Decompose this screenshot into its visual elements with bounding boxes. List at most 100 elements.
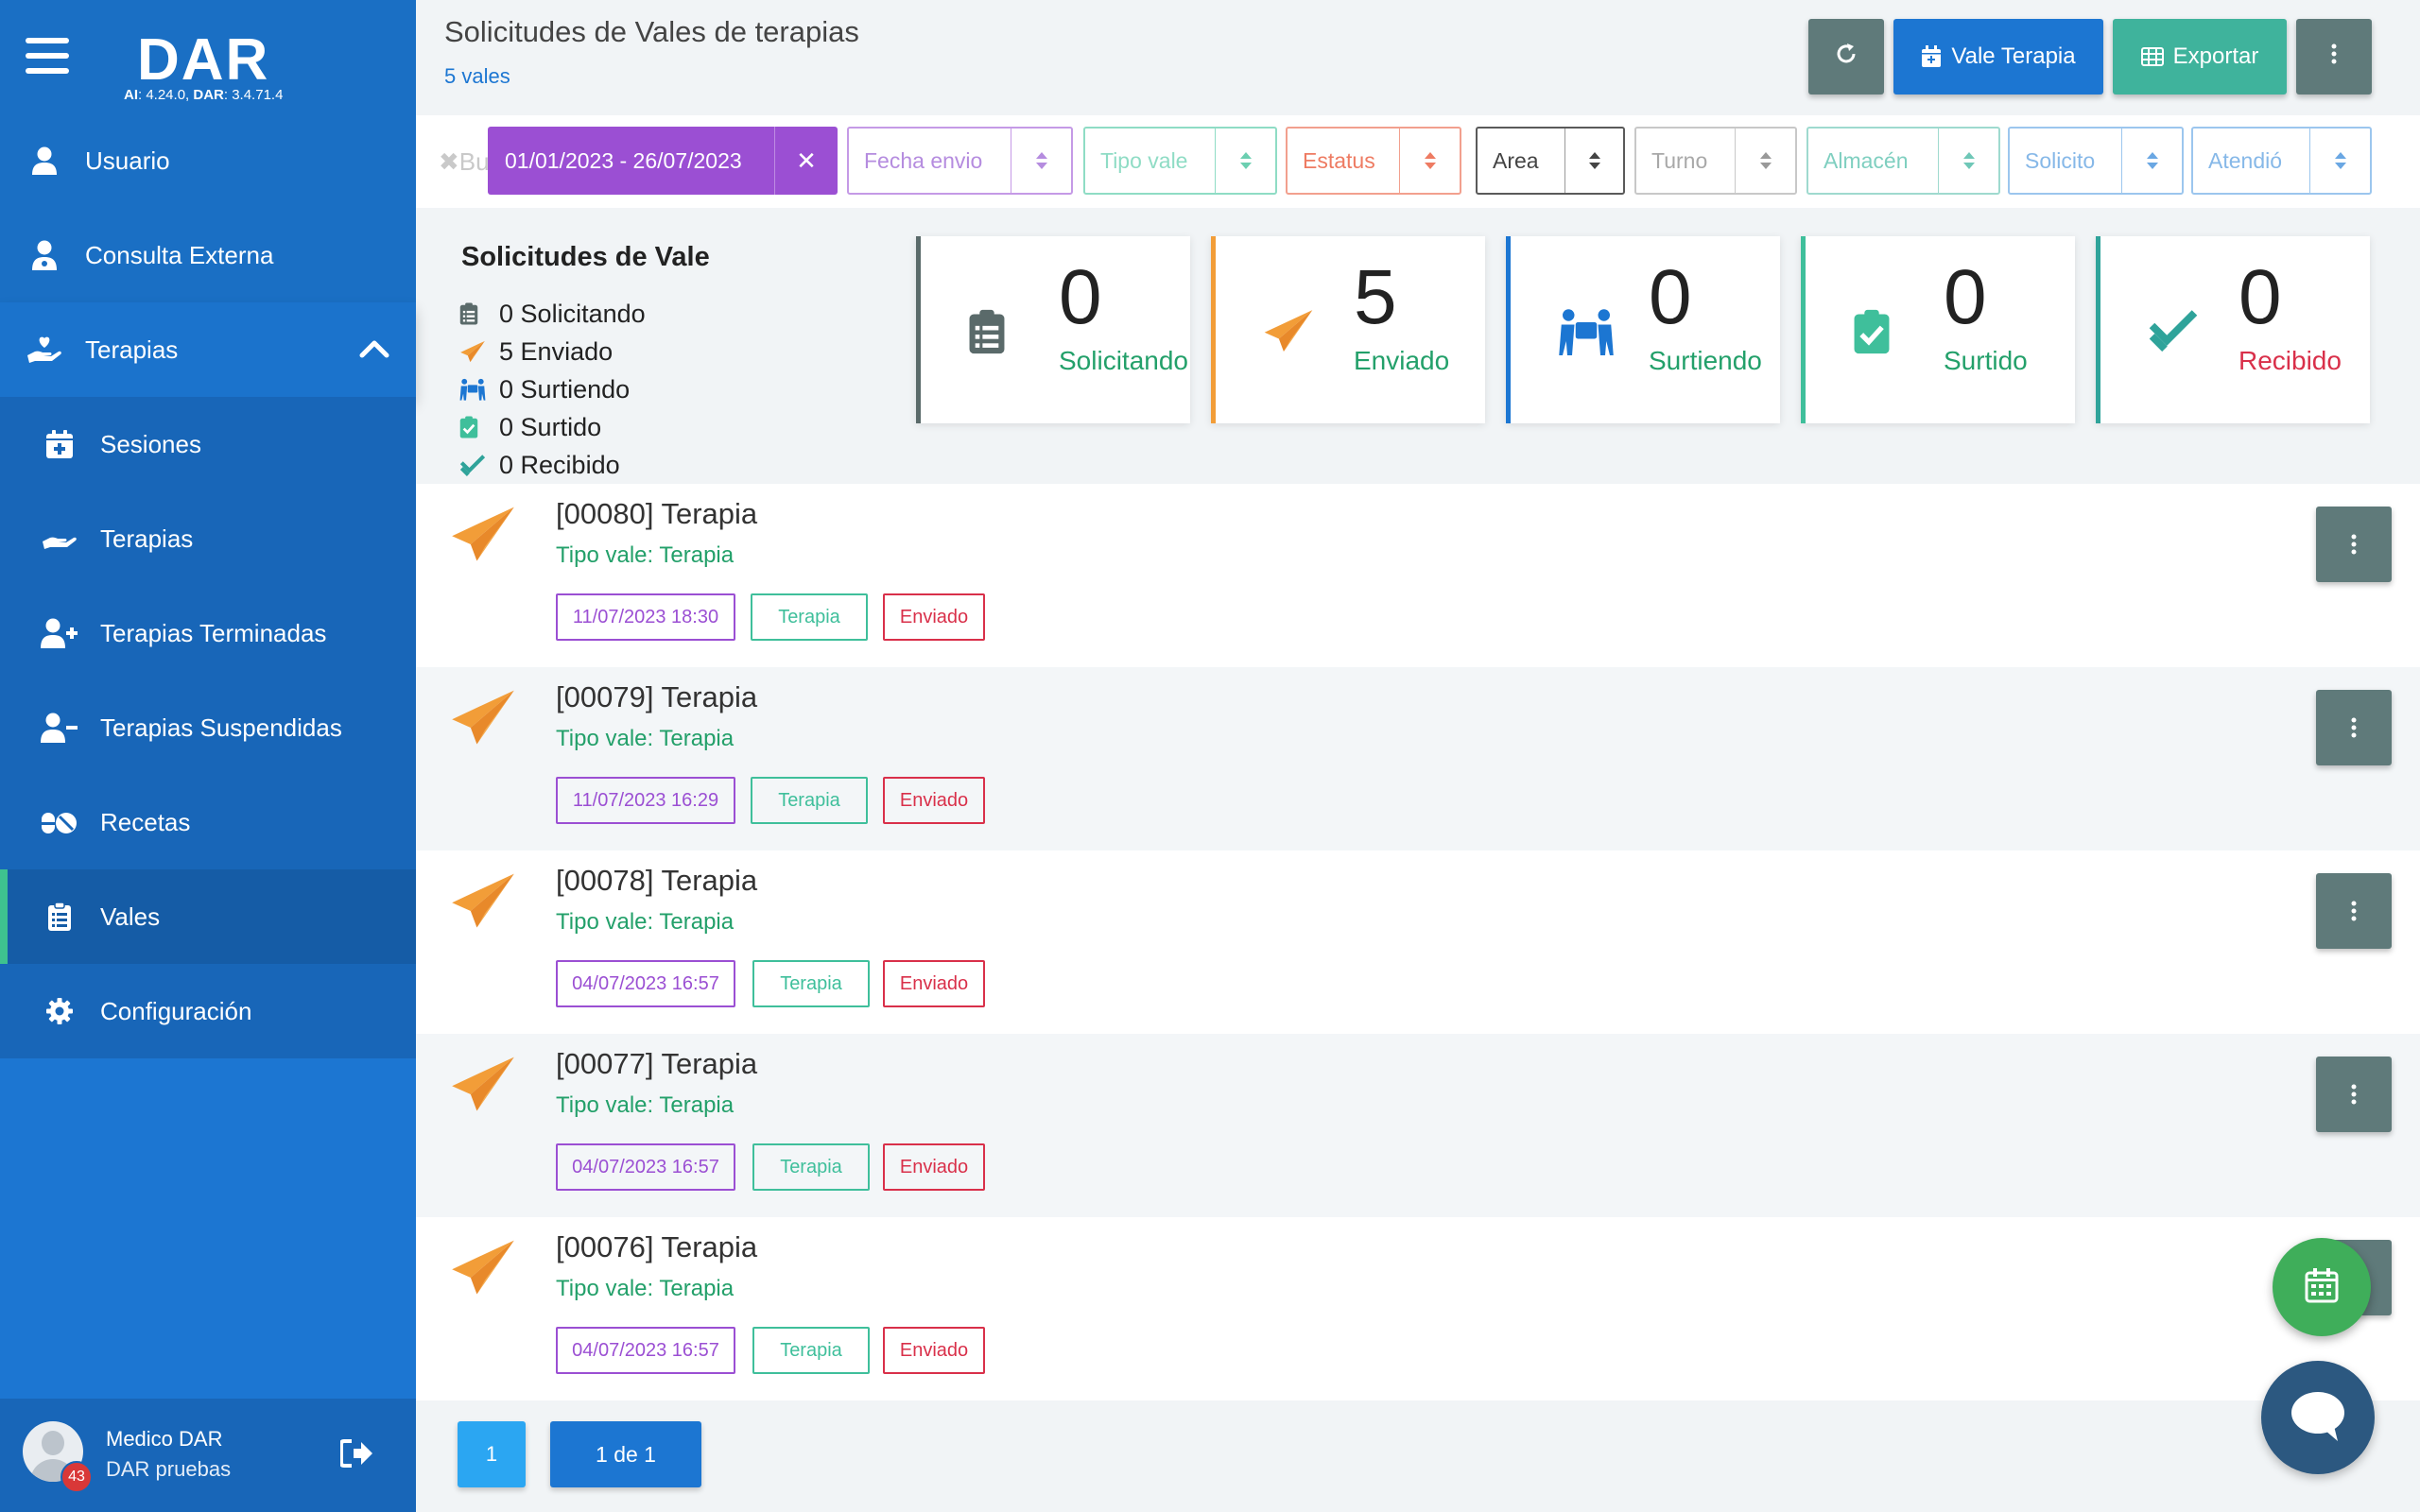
area-select[interactable]: Area — [1476, 127, 1625, 195]
summary-item-surtido: 0 Surtido — [459, 408, 646, 446]
sidebar-item-label: Vales — [100, 902, 161, 931]
vale-type: Tipo vale: Terapia — [556, 542, 735, 568]
exportar-label: Exportar — [2172, 43, 2259, 69]
clear-date-icon[interactable]: ✕ — [796, 146, 817, 175]
vale-title[interactable]: [00079] Terapia — [556, 680, 758, 713]
vale-terapia-button[interactable]: Vale Terapia — [1893, 19, 2103, 94]
almacen-select[interactable]: Almacén — [1806, 127, 2000, 195]
row-options-button[interactable] — [2316, 690, 2392, 765]
summary-label: Enviado — [520, 336, 614, 366]
hamburger-menu-icon[interactable] — [26, 38, 69, 74]
select-label: Solicito — [2025, 147, 2096, 173]
stat-card-surtiendo[interactable]: 0 Surtiendo — [1506, 236, 1780, 423]
vale-title[interactable]: [00077] Terapia — [556, 1047, 758, 1080]
hand-holding-icon — [38, 517, 81, 560]
estatus-select[interactable]: Estatus — [1286, 127, 1461, 195]
date-tag: 11/07/2023 16:29 — [556, 777, 735, 824]
chevron-up-icon[interactable] — [359, 336, 389, 366]
summary-count: 0 — [499, 450, 514, 479]
table-icon — [2140, 47, 2164, 66]
summary-label: Recibido — [520, 450, 620, 479]
stat-card-surtido[interactable]: 0 Surtido — [1801, 236, 2075, 423]
logout-icon[interactable] — [339, 1438, 374, 1473]
sidebar-item-consulta-externa[interactable]: Consulta Externa — [0, 208, 416, 302]
sort-icon — [2121, 129, 2182, 193]
list-item[interactable]: [00078] Terapia Tipo vale: Terapia 04/07… — [416, 850, 2420, 1034]
stat-count: 0 — [1944, 254, 1987, 340]
people-carry-icon — [1558, 308, 1615, 360]
stat-label: Recibido — [2238, 346, 2342, 375]
clipboard-check-icon — [459, 415, 486, 439]
stat-label: Enviado — [1354, 346, 1450, 375]
atendio-select[interactable]: Atendió — [2191, 127, 2372, 195]
vale-title[interactable]: [00080] Terapia — [556, 497, 758, 530]
paper-plane-icon — [450, 688, 516, 751]
sidebar-item-sesiones[interactable]: Sesiones — [0, 397, 416, 491]
summary-label: Surtiendo — [520, 374, 631, 404]
app-logo[interactable]: DAR — [137, 27, 270, 93]
status-tag: Enviado — [883, 1327, 985, 1374]
stat-card-solicitando[interactable]: 0 Solicitando — [916, 236, 1190, 423]
sidebar-item-terapias-terminadas[interactable]: Terapias Terminadas — [0, 586, 416, 680]
refresh-button[interactable] — [1808, 19, 1884, 94]
stat-card-enviado[interactable]: 5 Enviado — [1211, 236, 1485, 423]
type-tag: Terapia — [752, 1327, 870, 1374]
exportar-button[interactable]: Exportar — [2113, 19, 2287, 94]
fecha-envio-select[interactable]: Fecha envio — [847, 127, 1073, 195]
sidebar-menu: Usuario Consulta Externa Terapias Sesion… — [0, 113, 416, 1058]
summary-count: 0 — [499, 412, 514, 441]
tipo-vale-select[interactable]: Tipo vale — [1083, 127, 1277, 195]
notification-badge[interactable]: 43 — [60, 1461, 93, 1493]
sidebar-item-terapias[interactable]: Terapias — [0, 302, 416, 397]
list-item[interactable]: [00080] Terapia Tipo vale: Terapia 11/07… — [416, 484, 2420, 667]
pagination-page-button[interactable]: 1 — [458, 1421, 526, 1487]
sidebar-item-terapias-list[interactable]: Terapias — [0, 491, 416, 586]
double-check-icon — [2148, 308, 2199, 356]
date-range-filter[interactable]: 01/01/2023 - 26/07/2023 ✕ — [488, 127, 838, 195]
chat-bubble-icon — [2289, 1388, 2347, 1448]
sidebar-item-label: Terapias — [85, 335, 179, 364]
status-tag: Enviado — [883, 593, 985, 641]
user-org: DAR pruebas — [106, 1457, 232, 1481]
row-options-button[interactable] — [2316, 1057, 2392, 1132]
search-placeholder: Bu — [458, 147, 490, 176]
sort-icon — [1564, 129, 1623, 193]
gear-icon — [38, 989, 81, 1033]
sidebar-item-vales[interactable]: Vales — [0, 869, 416, 964]
row-options-button[interactable] — [2316, 507, 2392, 582]
select-label: Atendió — [2208, 147, 2283, 173]
list-item[interactable]: [00076] Terapia Tipo vale: Terapia 04/07… — [416, 1217, 2420, 1400]
pagination-info[interactable]: 1 de 1 — [550, 1421, 701, 1487]
list-item[interactable]: [00077] Terapia Tipo vale: Terapia 04/07… — [416, 1034, 2420, 1217]
type-tag: Terapia — [751, 593, 868, 641]
turno-select[interactable]: Turno — [1634, 127, 1797, 195]
select-label: Almacén — [1824, 147, 1909, 173]
user-minus-icon — [38, 706, 81, 749]
row-options-button[interactable] — [2316, 873, 2392, 949]
type-tag: Terapia — [751, 777, 868, 824]
date-tag: 04/07/2023 16:57 — [556, 1327, 735, 1374]
sort-icon — [1011, 129, 1071, 193]
user-plus-icon — [38, 611, 81, 655]
chat-fab-button[interactable] — [2261, 1361, 2375, 1474]
more-options-button[interactable] — [2296, 19, 2372, 94]
vale-type: Tipo vale: Terapia — [556, 1092, 735, 1118]
vale-title[interactable]: [00078] Terapia — [556, 864, 758, 897]
vale-title[interactable]: [00076] Terapia — [556, 1230, 758, 1263]
search-input[interactable]: ✖Bu — [439, 147, 490, 177]
calendar-fab-button[interactable] — [2273, 1238, 2371, 1336]
summary-label: Solicitando — [520, 299, 646, 328]
clipboard-list-icon — [968, 308, 1006, 360]
stat-card-recibido[interactable]: 0 Recibido — [2096, 236, 2370, 423]
user-icon — [23, 139, 66, 182]
solicito-select[interactable]: Solicito — [2008, 127, 2184, 195]
sidebar-item-configuracion[interactable]: Configuración — [0, 964, 416, 1058]
list-item[interactable]: [00079] Terapia Tipo vale: Terapia 11/07… — [416, 667, 2420, 850]
sidebar-item-terapias-suspendidas[interactable]: Terapias Suspendidas — [0, 680, 416, 775]
version-text: AI: 4.24.0, DAR: 3.4.71.4 — [124, 87, 284, 103]
status-tag: Enviado — [883, 960, 985, 1007]
close-icon[interactable]: ✖ — [439, 147, 459, 176]
date-tag: 04/07/2023 16:57 — [556, 960, 735, 1007]
sidebar-item-recetas[interactable]: Recetas — [0, 775, 416, 869]
sidebar-item-usuario[interactable]: Usuario — [0, 113, 416, 208]
